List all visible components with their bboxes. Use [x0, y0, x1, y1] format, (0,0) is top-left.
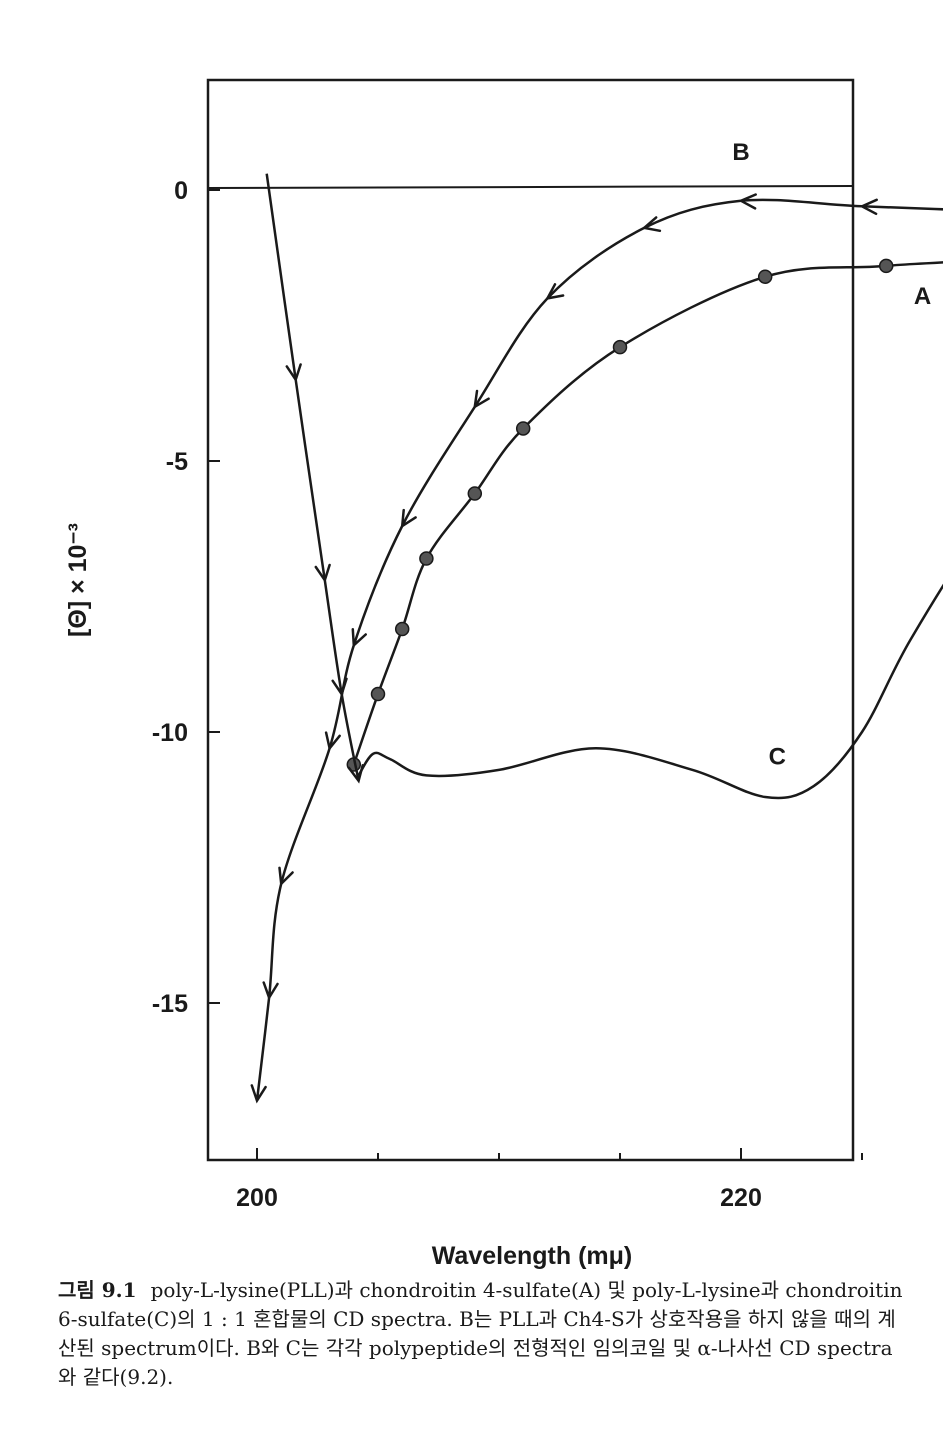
series-line-3-arrow-1 — [285, 363, 302, 383]
y-tick-label--5: -5 — [166, 448, 188, 476]
tick-labels: 2002202400-5-10-15 — [152, 177, 762, 1212]
series-b-arrow-3 — [859, 198, 878, 216]
x-axis-label: Wavelength (mμ) — [432, 1242, 633, 1270]
series-b-arrow-10 — [324, 731, 341, 752]
series-b-arrow-13 — [250, 1084, 267, 1104]
series-c-line — [357, 583, 943, 800]
series-b-arrow-9 — [351, 628, 367, 648]
series-b-arrow-6 — [545, 283, 565, 301]
plot-frame — [206, 78, 855, 1162]
series-a-point-1 — [370, 686, 386, 702]
y-tick-label-0: 0 — [174, 177, 188, 205]
series-a-line — [352, 261, 943, 765]
series-b-arrow-12 — [262, 981, 279, 1001]
x-tick-label-200: 200 — [236, 1184, 278, 1212]
cd-spectra-chart: 2002202400-5-10-15 BAC Wavelength (mμ) [… — [64, 78, 943, 1270]
series-a-point-5 — [515, 421, 531, 436]
series-b-arrow-4 — [738, 193, 757, 210]
series-a-point-3 — [419, 551, 434, 566]
curve-label-c: C — [769, 744, 786, 771]
caption-text: poly-L-lysine(PLL)과 chondroitin 4-sulfat… — [58, 1278, 903, 1389]
series-line-3-arrow-3 — [331, 677, 348, 697]
curve-label-a: A — [914, 283, 931, 310]
figure-caption: 그림 9.1 poly-L-lysine(PLL)과 chondroitin 4-… — [58, 1276, 908, 1392]
series-line-3-line — [265, 173, 360, 782]
series-b-arrow-7 — [473, 389, 490, 410]
zero-line — [207, 185, 854, 189]
series-a-point-2 — [394, 621, 410, 637]
x-tick-label-220: 220 — [720, 1184, 762, 1212]
y-tick-label--10: -10 — [152, 719, 188, 747]
series-b-line — [255, 198, 943, 1101]
series-layer — [250, 173, 943, 1104]
figure-number: 그림 9.1 — [58, 1278, 137, 1302]
series-b-arrow-5 — [641, 216, 662, 233]
series-b-arrow-11 — [278, 866, 294, 887]
series-line-3-arrow-4 — [347, 764, 364, 784]
series-a-point-7 — [757, 269, 773, 284]
series-a-point-6 — [612, 339, 628, 355]
series-a-point-8 — [878, 258, 894, 274]
y-tick-label--15: -15 — [152, 990, 188, 1018]
y-axis-label: [Θ] × 10⁻³ — [64, 523, 92, 637]
curve-label-b: B — [732, 139, 749, 166]
series-line-3-arrow-2 — [314, 563, 331, 584]
series-a-point-4 — [467, 486, 483, 501]
curve-labels: B A C — [732, 139, 931, 770]
axis-ticks — [208, 189, 863, 1160]
series-b-arrow-8 — [400, 508, 417, 529]
